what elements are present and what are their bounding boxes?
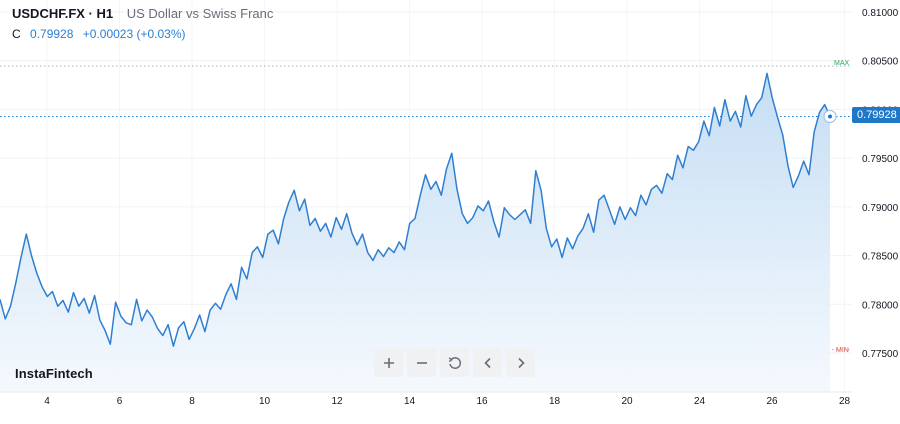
last-price-tag: 0.79928 bbox=[852, 107, 900, 123]
x-tick-label: 12 bbox=[331, 396, 343, 407]
x-tick-label: 24 bbox=[694, 396, 706, 407]
last-point-dot bbox=[828, 114, 832, 119]
chevron-left-icon bbox=[483, 357, 491, 368]
x-tick-label: 6 bbox=[117, 396, 123, 407]
x-tick-label: 4 bbox=[44, 396, 50, 407]
y-axis: 0.810000.805000.800000.795000.790000.785… bbox=[862, 8, 899, 360]
x-tick-label: 26 bbox=[766, 396, 778, 407]
y-tick-label: 0.79500 bbox=[862, 154, 899, 165]
min-label: MIN bbox=[836, 347, 849, 354]
close-label: C bbox=[12, 27, 21, 41]
x-tick-label: 18 bbox=[549, 396, 561, 407]
scroll-forward-button[interactable] bbox=[506, 348, 535, 377]
zoom-out-button[interactable] bbox=[407, 348, 436, 377]
y-tick-label: 0.78000 bbox=[862, 300, 899, 311]
y-tick-label: 0.81000 bbox=[862, 8, 899, 19]
minus-icon bbox=[416, 361, 427, 364]
chart-toolbar bbox=[374, 348, 535, 377]
y-tick-label: 0.78500 bbox=[862, 252, 899, 263]
symbol-label: USDCHF.FX · H1 bbox=[12, 6, 114, 21]
zoom-in-button[interactable] bbox=[374, 348, 403, 377]
x-tick-label: 8 bbox=[189, 396, 195, 407]
x-tick-label: 28 bbox=[839, 396, 851, 407]
y-tick-label: 0.79000 bbox=[862, 203, 899, 214]
symbol-description: US Dollar vs Swiss Franc bbox=[126, 6, 274, 21]
price-line bbox=[0, 72, 831, 347]
scroll-back-button[interactable] bbox=[473, 348, 502, 377]
max-label: MAX bbox=[834, 60, 850, 67]
close-value: 0.79928 bbox=[30, 27, 74, 41]
y-tick-label: 0.80500 bbox=[862, 57, 899, 68]
x-axis: 46810121416182024262830апр.3 bbox=[44, 396, 851, 407]
quote-line: C 0.79928 +0.00023 (+0.03%) bbox=[12, 27, 186, 41]
plus-icon bbox=[383, 357, 394, 368]
x-tick-label: 16 bbox=[476, 396, 488, 407]
close-change: +0.00023 (+0.03%) bbox=[82, 27, 186, 41]
chevron-right-icon bbox=[517, 357, 525, 368]
x-tick-label: 20 bbox=[621, 396, 633, 407]
price-area bbox=[0, 73, 830, 393]
x-tick-label: 14 bbox=[404, 396, 416, 407]
chart-header: USDCHF.FX · H1 US Dollar vs Swiss Franc bbox=[12, 6, 273, 21]
reset-button[interactable] bbox=[440, 348, 469, 377]
y-tick-label: 0.77500 bbox=[862, 349, 899, 360]
x-tick-label: 10 bbox=[259, 396, 271, 407]
brand-logo: InstaFintech bbox=[15, 366, 93, 381]
reset-icon bbox=[448, 356, 461, 369]
last-price-marker bbox=[823, 109, 837, 124]
